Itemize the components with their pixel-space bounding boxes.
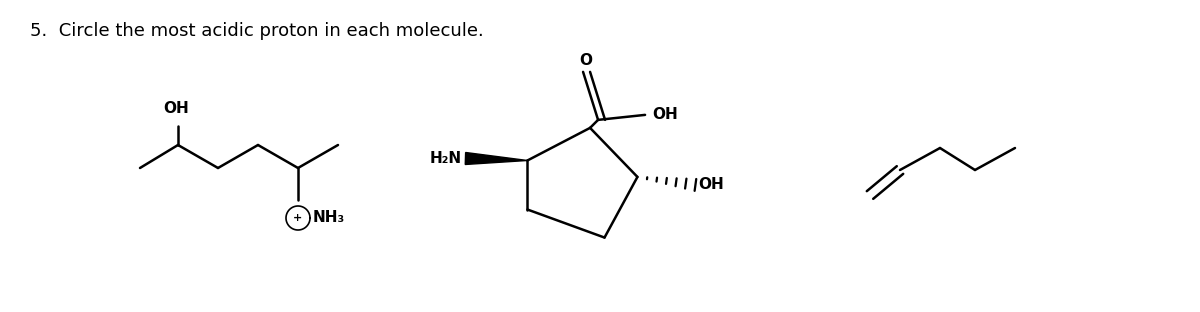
Text: H₂N: H₂N xyxy=(430,151,462,166)
Polygon shape xyxy=(466,153,528,164)
Text: NH₃: NH₃ xyxy=(313,211,346,226)
Text: OH: OH xyxy=(163,101,188,116)
Text: O: O xyxy=(580,53,593,68)
Text: OH: OH xyxy=(698,178,724,193)
Text: +: + xyxy=(293,213,302,223)
Text: 5.  Circle the most acidic proton in each molecule.: 5. Circle the most acidic proton in each… xyxy=(30,22,484,40)
Text: OH: OH xyxy=(652,107,678,122)
